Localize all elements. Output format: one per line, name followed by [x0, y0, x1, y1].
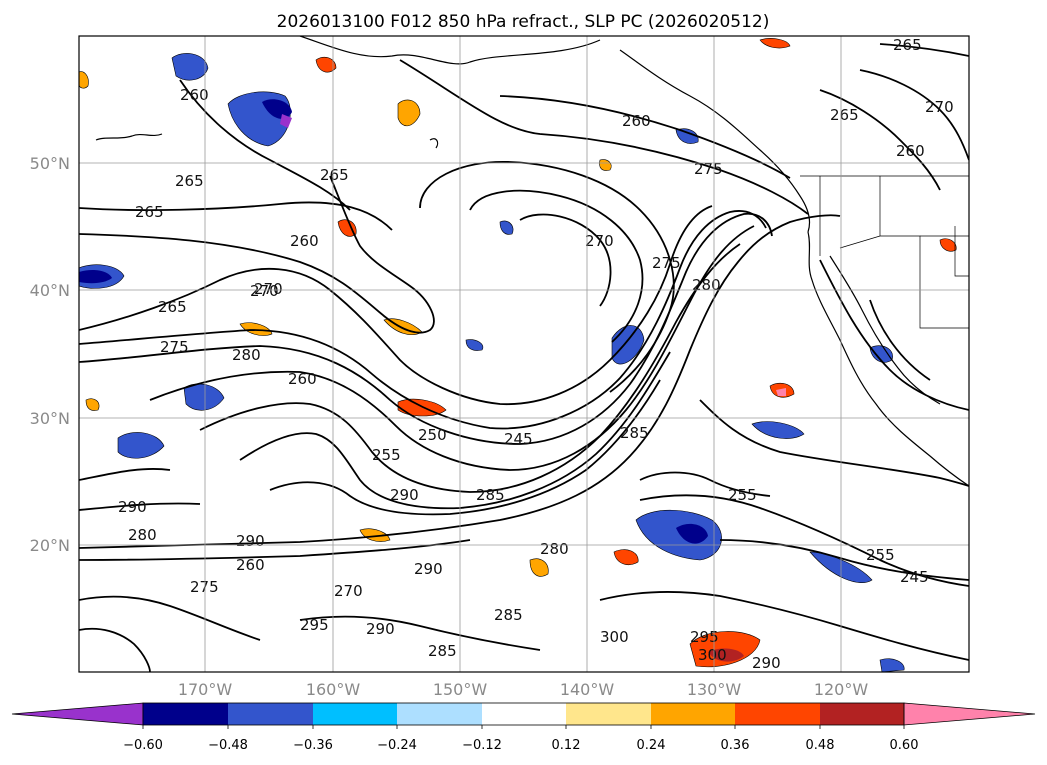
colorbar: −0.60 −0.48 −0.36 −0.24 −0.12 0.12 0.24 …: [11, 702, 1036, 753]
colorbar-extend-low: [11, 702, 144, 726]
colorbar-segment: [820, 703, 904, 725]
colorbar-extend-high: [903, 702, 1036, 726]
colorbar-segment: [397, 703, 482, 725]
lat-label: 30°N: [30, 409, 70, 428]
contour-label: 265: [175, 172, 204, 190]
contour-label: 265: [135, 203, 164, 221]
contour-label: 280: [540, 540, 569, 558]
lon-label: 150°W: [433, 680, 488, 699]
lat-label: 20°N: [30, 536, 70, 555]
contour-label: 290: [118, 498, 147, 516]
map-background: [79, 36, 969, 672]
colorbar-tick-label: 0.12: [552, 738, 581, 753]
colorbar-segment: [651, 703, 735, 725]
colorbar-segment: [228, 703, 313, 725]
contour-label: 300: [600, 628, 629, 646]
colorbar-tick-label: −0.48: [208, 738, 248, 753]
longitude-labels: 170°W 160°W 150°W 140°W 130°W 120°W: [178, 680, 869, 699]
contour-lines: [79, 43, 969, 672]
contour-label: 260: [288, 370, 317, 388]
contour-label-group: 260 265 265 265 260 260 270 275 265 270 …: [118, 36, 954, 672]
contour-label: 295: [690, 628, 719, 646]
contour-label: 290: [752, 654, 781, 672]
contour-label: 265: [320, 166, 349, 184]
contour-label: 255: [866, 546, 895, 564]
contour-label: 245: [504, 430, 533, 448]
contour-label: 245: [900, 568, 929, 586]
contour-label: 290: [366, 620, 395, 638]
lon-label: 170°W: [178, 680, 233, 699]
contour-label: 290: [236, 532, 265, 550]
lon-label: 140°W: [560, 680, 615, 699]
map-frame: [78, 35, 970, 673]
contour-label: 270: [334, 582, 363, 600]
map-panel: 260 265 265 265 260 260 270 275 265 270 …: [78, 35, 970, 673]
contour-label: 265: [158, 298, 187, 316]
contour-label: 260: [622, 112, 651, 130]
contour-label: 290: [414, 560, 443, 578]
lat-label: 40°N: [30, 281, 70, 300]
contour-label: 265: [893, 36, 922, 54]
contour-label: 285: [428, 642, 457, 660]
contour-label: 280: [232, 346, 261, 364]
contour-label: 285: [620, 424, 649, 442]
colorbar-segment: [566, 703, 651, 725]
contour-label: 260: [236, 556, 265, 574]
colorbar-segment: [735, 703, 820, 725]
contour-label: 275: [694, 160, 723, 178]
colorbar-tick-label: 0.36: [721, 738, 750, 753]
colorbar-tick-label: −0.36: [293, 738, 333, 753]
colorbar-tick-label: −0.24: [377, 738, 417, 753]
contour-label: 260: [290, 232, 319, 250]
colorbar-segment: [482, 703, 566, 725]
contour-label: 270: [925, 98, 954, 116]
contour-label: 280: [128, 526, 157, 544]
lon-label: 160°W: [306, 680, 361, 699]
colorbar-tick-label: 0.60: [890, 738, 919, 753]
lon-label: 120°W: [814, 680, 869, 699]
colorbar-tick-label: −0.60: [123, 738, 163, 753]
contour-label: 255: [728, 486, 757, 504]
political-boundaries: [800, 175, 969, 329]
colorbar-tick-label: −0.12: [462, 738, 502, 753]
contour-label: 295: [300, 616, 329, 634]
contour-label: 275: [190, 578, 219, 596]
graticule: [79, 36, 969, 672]
contour-label: 285: [476, 486, 505, 504]
contour-label: 290: [390, 486, 419, 504]
figure-title: 2026013100 F012 850 hPa refract., SLP PC…: [277, 12, 770, 32]
contour-label: 255: [372, 446, 401, 464]
colorbar-segment: [143, 703, 228, 725]
contour-label: 260: [180, 86, 209, 104]
contour-label: 250: [418, 426, 447, 444]
contour-label: 280: [692, 276, 721, 294]
lon-label: 130°W: [687, 680, 742, 699]
contour-label: 275: [160, 338, 189, 356]
contour-label: 265: [830, 106, 859, 124]
contour-label: 275: [652, 254, 681, 272]
colorbar-tick-label: 0.48: [806, 738, 835, 753]
latitude-labels: 50°N 40°N 30°N 20°N: [30, 154, 70, 555]
contour-label: 260: [896, 142, 925, 160]
contour-label: 270: [254, 280, 283, 298]
colorbar-tick-label: 0.24: [637, 738, 666, 753]
lat-label: 50°N: [30, 154, 70, 173]
contour-label: 300: [698, 646, 727, 664]
contour-label: 270: [250, 282, 279, 300]
coastlines: [95, 36, 969, 487]
contour-label: 285: [494, 606, 523, 624]
colorbar-segment: [313, 703, 397, 725]
colorbar-outline: [142, 702, 905, 726]
contour-label: 270: [585, 232, 614, 250]
